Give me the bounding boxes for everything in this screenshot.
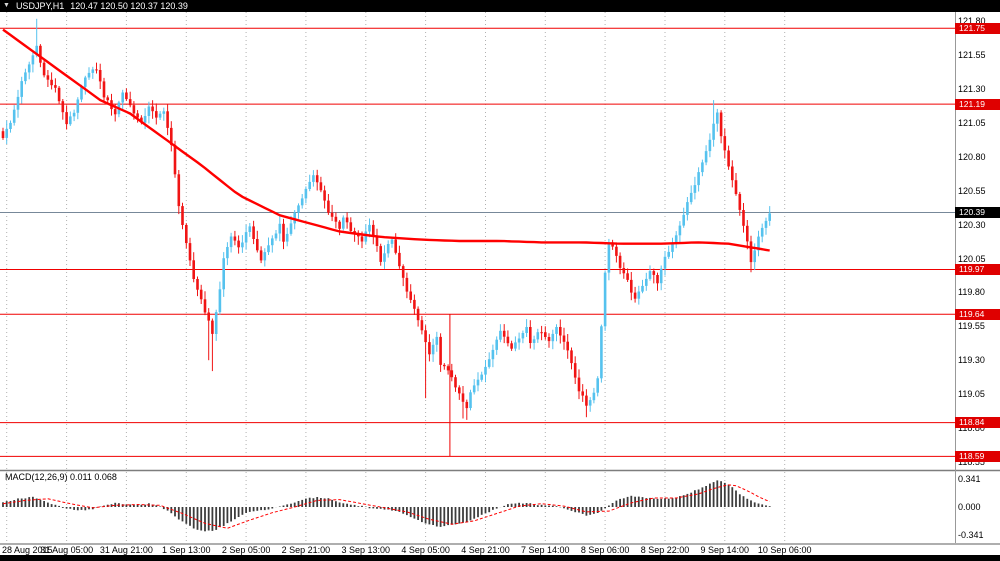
level-lines-layer: [0, 27, 955, 457]
chart-title-bar: ▼ USDJPY,H1 120.47 120.50 120.37 120.39: [0, 0, 1000, 12]
bottom-border-bar: [0, 555, 1000, 561]
symbol-timeframe-label: USDJPY,H1: [15, 1, 65, 11]
grid-layer: [6, 12, 786, 543]
moving-average-line: [2, 28, 770, 252]
ohlc-readout: 120.47 120.50 120.37 120.39: [70, 1, 188, 11]
panel-separators: [0, 12, 1000, 545]
candles-layer: [1, 18, 771, 420]
macd-layer: [2, 480, 771, 532]
symbol-marker-icon: ▼: [3, 2, 10, 9]
macd-indicator-label: MACD(12,26,9) 0.011 0.068: [5, 472, 117, 482]
